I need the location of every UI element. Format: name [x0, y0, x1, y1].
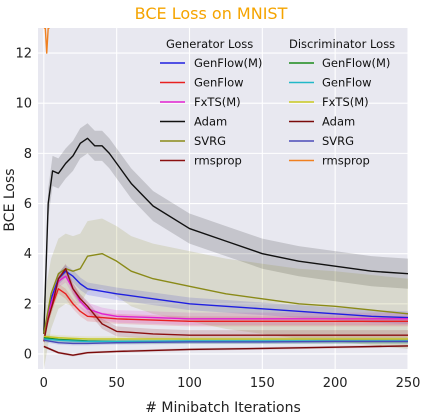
line-generator-genflow: [43, 288, 408, 335]
band-generator-genflow: [43, 283, 408, 339]
y-tick-labels: 0 2 4 6 8 10 12: [15, 47, 32, 363]
line-generator-genflow-m: [43, 270, 408, 335]
x-tick-label: 150: [250, 376, 275, 391]
x-tick-label: 200: [323, 376, 348, 391]
legend-label-generator: GenFlow: [194, 76, 244, 90]
legend-label-discriminator: SVRG: [322, 134, 354, 148]
line-discriminator-adam: [43, 345, 408, 356]
legend-label-discriminator: GenFlow: [322, 76, 372, 90]
legend-label-discriminator: Adam: [322, 115, 355, 129]
y-tick-label: 0: [24, 347, 32, 362]
line-generator-fxts-m: [43, 275, 408, 335]
legend-discriminator-header: Discriminator Loss: [289, 37, 395, 51]
legend-label-generator: Adam: [194, 115, 227, 129]
band-generator-genflow-m: [43, 264, 408, 341]
x-tick-label: 100: [177, 376, 202, 391]
legend-label-discriminator: FxTS(M): [322, 95, 369, 109]
y-tick-label: 10: [15, 97, 32, 112]
x-tick-label: 0: [40, 376, 48, 391]
y-tick-label: 2: [24, 297, 32, 312]
y-tick-label: 8: [24, 147, 32, 162]
y-axis-label: BCE Loss: [2, 168, 18, 231]
series-lines: [43, 28, 408, 356]
line-discriminator-svrg: [43, 339, 408, 345]
band-generator-adam: [43, 123, 408, 349]
band-generator-rmsprop: [43, 263, 408, 347]
legend-label-discriminator: GenFlow(M): [322, 56, 390, 70]
x-tick-label: 50: [108, 376, 125, 391]
band-generator-fxts-m: [43, 269, 408, 341]
y-tick-label: 12: [15, 47, 32, 62]
y-tick-label: 6: [24, 197, 32, 212]
x-axis-label: # Minibatch Iterations: [145, 400, 301, 416]
legend-generator-header: Generator Loss: [166, 37, 253, 51]
line-generator-rmsprop: [43, 268, 408, 342]
line-discriminator-rmsprop: [43, 28, 50, 54]
y-tick-label: 4: [24, 247, 32, 262]
chart-title: BCE Loss on MNIST: [135, 4, 288, 23]
legend-label-generator: FxTS(M): [194, 95, 241, 109]
legend-label-discriminator: rmsprop: [322, 154, 370, 168]
line-generator-adam: [43, 137, 408, 334]
legend-label-generator: rmsprop: [194, 154, 242, 168]
plot-background: [38, 28, 408, 369]
line-discriminator-fxts-m: [43, 335, 408, 340]
legend-label-generator: SVRG: [194, 134, 226, 148]
x-tick-label: 250: [396, 376, 421, 391]
x-tick-labels: 0 50 100 150 200 250: [40, 376, 421, 391]
legend: Generator Loss Discriminator Loss GenFlo…: [160, 37, 395, 168]
legend-label-generator: GenFlow(M): [194, 56, 262, 70]
